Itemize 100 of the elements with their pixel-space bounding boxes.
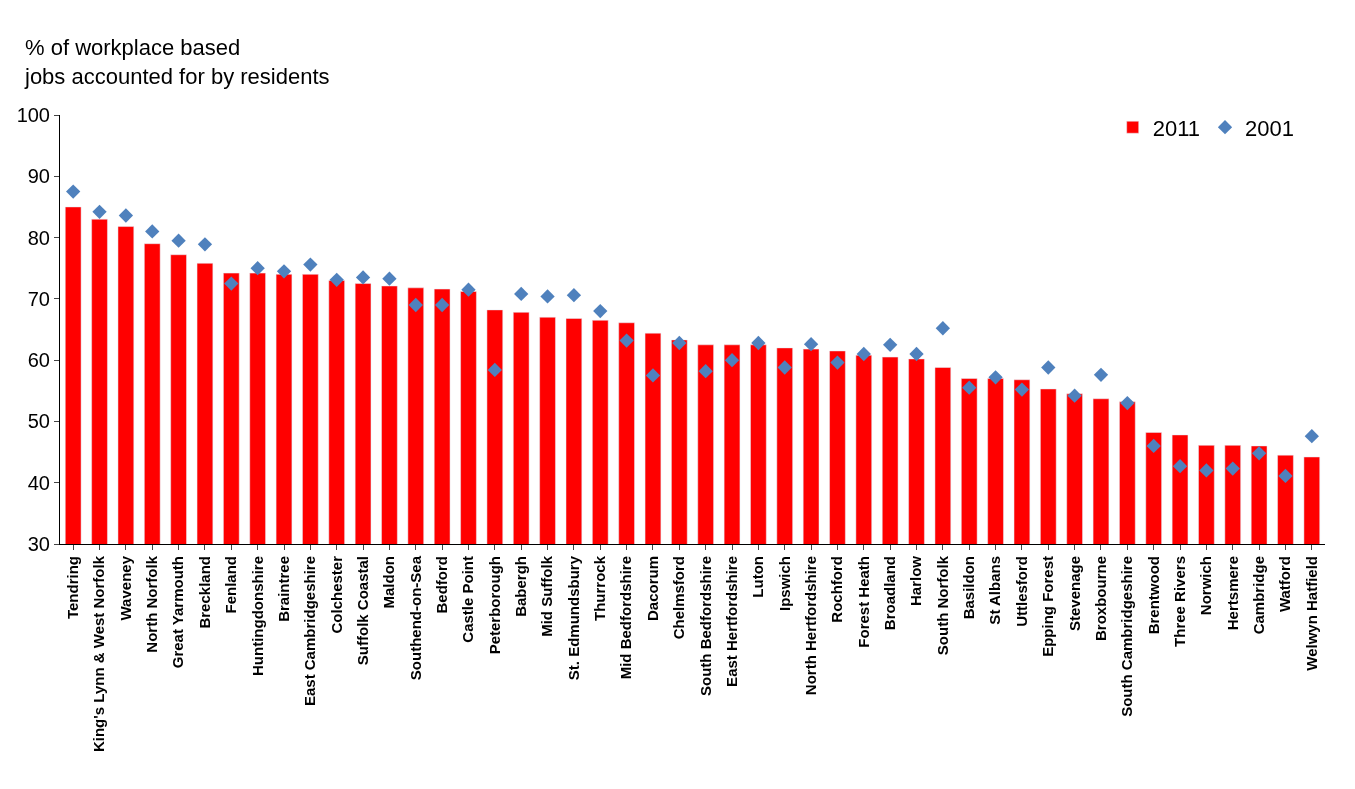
- point: [1146, 438, 1161, 454]
- x-tick-label: Breckland: [195, 556, 213, 629]
- y-axis-title: % of workplace based jobs accounted for by residents: [24, 35, 330, 89]
- point: [1172, 459, 1188, 474]
- x-tick-label: Hertsmere: [1223, 556, 1241, 631]
- point: [1251, 446, 1267, 461]
- x-tick-label: Forest Heath: [854, 556, 872, 648]
- point: [1041, 360, 1056, 375]
- point: [461, 282, 476, 297]
- point: [171, 233, 186, 248]
- point: [909, 346, 924, 362]
- point: [118, 208, 134, 223]
- x-tick-label: King's Lynn & West Norfolk: [90, 555, 108, 753]
- point: [382, 271, 397, 286]
- point: [66, 184, 81, 199]
- point: [962, 380, 977, 395]
- x-tick-label: Fenland: [222, 556, 240, 614]
- x-tick-label: East Hertfordshire: [722, 556, 740, 687]
- x-tick-label: East Cambridgeshire: [301, 556, 319, 707]
- point: [514, 286, 529, 302]
- y-tick-label: 60: [27, 349, 50, 372]
- x-tick-label: South Norfolk: [933, 555, 951, 656]
- x-tick-label: Bedford: [433, 556, 451, 614]
- point: [777, 360, 792, 375]
- x-tick-label: Great Yarmouth: [169, 556, 187, 669]
- point: [1014, 382, 1030, 397]
- point: [856, 346, 871, 362]
- point: [1278, 468, 1293, 484]
- x-tick-label: Epping Forest: [1039, 556, 1057, 657]
- y-tick-label: 70: [27, 287, 50, 310]
- point: [751, 335, 766, 351]
- point: [329, 272, 344, 288]
- point: [355, 270, 371, 285]
- y-tick-label: 40: [27, 471, 50, 494]
- point: [487, 362, 502, 378]
- y-tick-label: 50: [27, 410, 50, 433]
- point: [145, 224, 160, 239]
- x-tick-label: Welwyn Hatfield: [1302, 556, 1320, 671]
- point: [1093, 367, 1109, 382]
- point: [408, 297, 423, 313]
- x-tick-label: Uttlesford: [1012, 556, 1030, 627]
- x-tick-label: Brentwood: [1144, 556, 1162, 635]
- x-tick-label: Three Rivers: [1170, 556, 1188, 647]
- x-tick-label: Watford: [1276, 556, 1294, 613]
- x-tick-label: Tendring: [64, 556, 82, 620]
- point: [724, 352, 740, 368]
- x-tick-label: Norwich: [1197, 556, 1215, 616]
- point: [276, 264, 292, 279]
- x-tick-label: Broadland: [881, 556, 899, 631]
- legend-label: 2001: [1245, 115, 1294, 141]
- y-tick-label: 100: [16, 104, 50, 126]
- point: [92, 204, 107, 219]
- x-tick-label: Waveney: [116, 555, 134, 621]
- point: [830, 355, 845, 370]
- legend-label: 2011: [1152, 115, 1201, 141]
- x-tick-label: Thurrock: [591, 555, 609, 622]
- x-tick-label: Harlow: [907, 555, 925, 607]
- x-tick-label: Southend-on-Sea: [406, 555, 424, 681]
- x-tick-label: South Cambridgeshire: [1118, 556, 1136, 717]
- x-tick-label: North Norfolk: [143, 555, 161, 653]
- point: [540, 289, 555, 304]
- point: [303, 257, 318, 272]
- x-tick-label: Mid Suffolk: [538, 555, 556, 637]
- x-tick-label: Castle Point: [459, 556, 477, 643]
- point: [593, 303, 608, 319]
- point: [883, 337, 898, 352]
- x-tick-label: Cambridge: [1249, 556, 1267, 635]
- point: [935, 321, 951, 336]
- x-tick-label: Luton: [749, 556, 767, 598]
- y-tick-label: 90: [27, 165, 50, 188]
- point: [1225, 461, 1240, 476]
- point: [566, 288, 582, 303]
- x-tick-label: St Albans: [986, 556, 1004, 625]
- point: [619, 333, 634, 348]
- point: [645, 368, 661, 383]
- point: [698, 364, 713, 379]
- y-tick-label: 30: [27, 533, 50, 555]
- x-tick-label: Maldon: [380, 556, 398, 609]
- x-tick-label: Suffolk Coastal: [353, 556, 371, 666]
- point: [434, 297, 450, 313]
- point: [1304, 428, 1319, 444]
- x-tick-label: South Bedfordshire: [696, 556, 714, 697]
- point: [1199, 463, 1214, 478]
- point: [250, 261, 265, 276]
- x-tick-label: St. Edmundsbury: [564, 555, 582, 681]
- x-tick-label: Dacorum: [643, 556, 661, 622]
- point: [803, 337, 819, 352]
- x-tick-label: Braintree: [274, 556, 292, 622]
- x-tick-label: Basildon: [960, 556, 978, 620]
- x-tick-label: Broxbourne: [1091, 556, 1109, 642]
- x-tick-label: Ipswich: [775, 556, 793, 612]
- x-tick-label: Stevenage: [1065, 556, 1083, 632]
- y-tick-label: 80: [27, 226, 50, 249]
- point: [988, 370, 1003, 385]
- x-tick-label: Babergh: [512, 556, 530, 617]
- x-tick-label: North Hertfordshire: [801, 556, 819, 696]
- point: [672, 335, 687, 351]
- x-tick-label: Chelmsford: [670, 556, 688, 640]
- x-tick-label: Huntingdonshire: [248, 556, 266, 676]
- x-tick-label: Colchester: [327, 555, 345, 634]
